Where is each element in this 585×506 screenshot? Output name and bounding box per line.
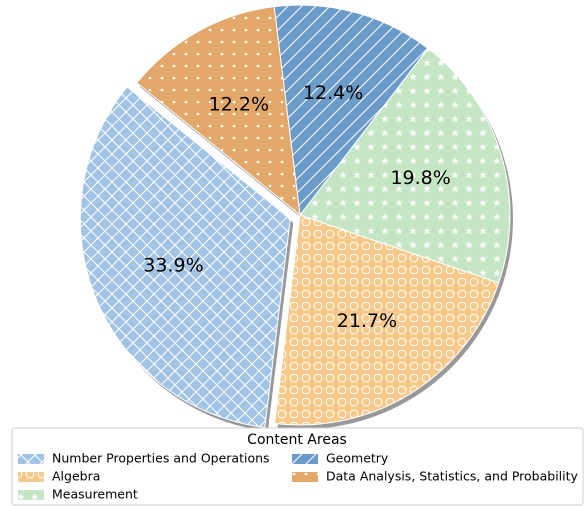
legend-title: Content Areas	[247, 432, 347, 448]
legend-label: Measurement	[52, 487, 138, 502]
value-label: 12.4%	[303, 82, 363, 104]
legend-label: Data Analysis, Statistics, and Probabili…	[326, 469, 579, 484]
value-label: 33.9%	[143, 255, 203, 277]
legend-swatch	[18, 490, 44, 500]
slice	[79, 86, 291, 428]
legend-swatch	[18, 454, 44, 464]
legend-label: Number Properties and Operations	[52, 451, 270, 466]
slice	[136, 6, 301, 217]
value-label: 12.2%	[209, 93, 269, 115]
legend-label: Geometry	[326, 451, 389, 466]
legend: Number Properties and Operations Algebra M…	[18, 451, 579, 502]
legend-swatch	[292, 454, 318, 464]
legend-swatch	[292, 472, 318, 482]
legend-box	[11, 427, 584, 506]
pie: 33.9% 21.7% 19.8% 12.4% 12.2%	[79, 4, 513, 432]
slice	[299, 47, 511, 284]
slice	[273, 4, 429, 217]
value-label: 21.7%	[337, 310, 397, 332]
value-label: 19.8%	[390, 167, 450, 189]
slice	[273, 214, 500, 426]
legend-label: Algebra	[52, 469, 100, 484]
legend-swatch	[18, 472, 44, 482]
